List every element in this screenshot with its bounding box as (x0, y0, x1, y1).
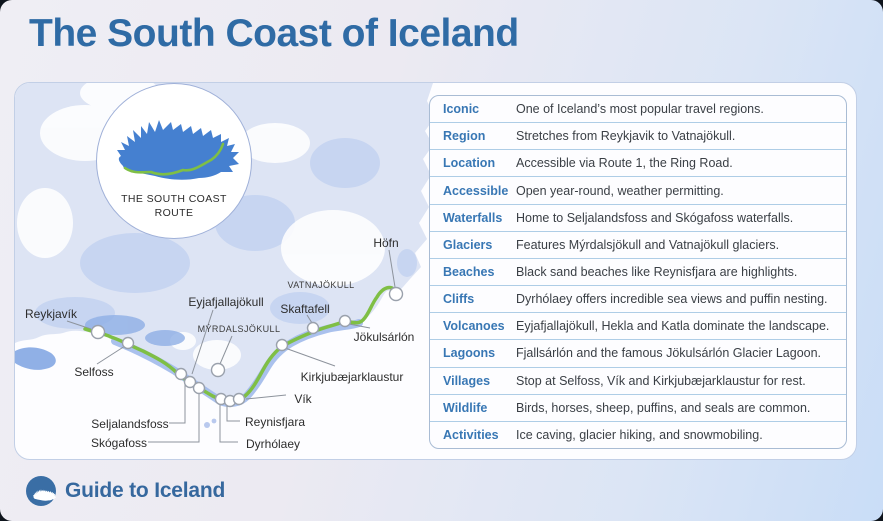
fact-text: One of Iceland’s most popular travel reg… (516, 102, 764, 117)
table-row: Villages Stop at Selfoss, Vík and Kirkju… (430, 368, 846, 395)
fact-text: Dyrhólaey offers incredible sea views an… (516, 292, 828, 307)
inset-caption-line2: ROUTE (154, 207, 194, 220)
route-marker (306, 321, 320, 335)
fact-label: Waterfalls (443, 210, 503, 225)
table-row: Beaches Black sand beaches like Reynisfj… (430, 259, 846, 287)
table-row: Volcanoes Eyjafjallajökull, Hekla and Ka… (430, 313, 846, 341)
route-marker (388, 286, 404, 302)
map-label-vik: Vík (294, 392, 312, 406)
map-label-myrdalsjokull: MÝRDALSJÖKULL (197, 324, 281, 334)
table-row: Waterfalls Home to Seljalandsfoss and Sk… (430, 205, 846, 232)
map-label-skaftafell: Skaftafell (280, 302, 330, 316)
brand-name: Guide to Iceland (65, 479, 226, 502)
route-line (83, 285, 398, 403)
leader-lines (66, 249, 396, 443)
fact-label: Accessible (443, 183, 509, 198)
table-row: Iconic One of Iceland’s most popular tra… (430, 96, 846, 124)
map-label-skogafoss: Skógafoss (90, 436, 148, 450)
logo-iceland-glyph (33, 489, 56, 501)
map-label-kirkjubaejarklaustur: Kirkjubæjarklaustur (300, 370, 404, 384)
fact-label: Location (443, 156, 496, 171)
fact-label: Villages (443, 373, 491, 388)
route-marker (275, 338, 289, 352)
fact-text: Stop at Selfoss, Vík and Kirkjubæjarklau… (516, 373, 806, 388)
fact-text: Accessible via Route 1, the Ring Road. (516, 156, 733, 171)
route-marker (174, 367, 188, 381)
route-inset: THE SOUTH COAST ROUTE (96, 83, 252, 239)
inset-route-line (123, 142, 225, 176)
map-label-reynisfjara: Reynisfjara (244, 415, 306, 429)
table-row: Cliffs Dyrhólaey offers incredible sea v… (430, 286, 846, 314)
fact-text: Open year-round, weather permitting. (516, 183, 724, 198)
facts-table: Iconic One of Iceland’s most popular tra… (429, 95, 847, 449)
inset-caption-line1: THE SOUTH COAST (121, 193, 227, 205)
fact-text: Fjallsárlón and the famous Jökulsárlón G… (516, 346, 822, 361)
table-row: Accessible Open year-round, weather perm… (430, 177, 846, 205)
fact-text: Birds, horses, sheep, puffins, and seals… (516, 400, 811, 415)
route-marker (183, 375, 197, 389)
fact-text: Black sand beaches like Reynisfjara are … (516, 265, 798, 280)
map-label-dyrholaey: Dyrhólaey (245, 437, 301, 451)
fact-text: Home to Seljalandsfoss and Skógafoss wat… (516, 210, 794, 225)
map-label-hofn: Höfn (373, 236, 399, 250)
table-row: Region Stretches from Reykjavik to Vatna… (430, 123, 846, 151)
route-marker (232, 392, 246, 406)
map-label-selfoss: Selfoss (74, 365, 114, 379)
map-label-seljalandsfoss: Seljalandsfoss (91, 417, 169, 431)
table-row: Wildlife Birds, horses, sheep, puffins, … (430, 395, 846, 422)
route-marker (210, 362, 226, 378)
map-card: Reykjavík Selfoss Seljalandsfoss Skógafo… (14, 82, 857, 460)
map-label-eyjafjallajokull: Eyjafjallajökull (188, 295, 264, 309)
fact-label: Cliffs (443, 292, 475, 307)
route-marker (90, 324, 106, 340)
fact-label: Wildlife (443, 400, 488, 415)
table-row: Lagoons Fjallsárlón and the famous Jökul… (430, 340, 846, 368)
fact-label: Lagoons (443, 346, 496, 361)
fact-label: Volcanoes (443, 319, 505, 334)
route-marker (121, 336, 135, 350)
page-title: The South Coast of Iceland (29, 12, 519, 55)
map-label-reykjavik: Reykjavík (25, 307, 78, 321)
reykjanes-peninsula (15, 347, 56, 370)
inset-caption: THE SOUTH COAST ROUTE (97, 192, 251, 220)
fact-text: Eyjafjallajökull, Hekla and Katla domina… (516, 319, 830, 334)
iceland-silhouette (117, 120, 239, 180)
brand-footer: Guide to Iceland (26, 476, 225, 506)
table-row: Location Accessible via Route 1, the Rin… (430, 150, 846, 178)
map-label-jokulsarlon: Jökulsárlón (353, 330, 415, 344)
fact-label: Glaciers (443, 237, 493, 252)
table-row: Activities Ice caving, glacier hiking, a… (430, 422, 846, 448)
fact-text: Ice caving, glacier hiking, and snowmobi… (516, 427, 763, 442)
vestmannaeyjar-islands (204, 418, 217, 428)
route-marker (192, 381, 206, 395)
route-markers (90, 286, 404, 408)
iceland-inset-map (117, 120, 239, 180)
fact-label: Region (443, 129, 486, 144)
route-marker (338, 314, 352, 328)
map-label-vatnajokull: VATNAJÖKULL (287, 280, 355, 290)
fact-label: Iconic (443, 102, 480, 117)
fact-text: Stretches from Reykjavik to Vatnajökull. (516, 129, 736, 144)
fact-label: Beaches (443, 265, 495, 280)
fact-label: Activities (443, 427, 499, 442)
table-row: Glaciers Features Mýrdalsjökull and Vatn… (430, 232, 846, 259)
fact-text: Features Mýrdalsjökull and Vatnajökull g… (516, 237, 780, 252)
guide-to-iceland-logo-icon (26, 476, 56, 506)
